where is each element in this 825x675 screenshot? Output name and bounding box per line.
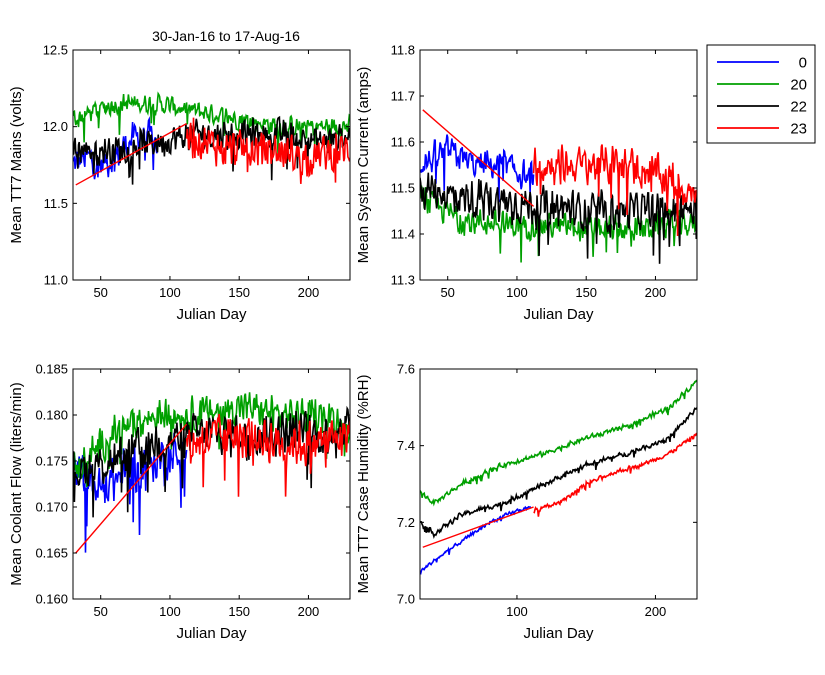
x-axis-label: Julian Day <box>176 625 247 642</box>
trend-line <box>422 506 534 548</box>
x-tick-label: 50 <box>440 285 454 300</box>
y-tick-label: 0.185 <box>35 362 68 377</box>
y-tick-label: 11.5 <box>391 181 415 196</box>
x-tick-label: 100 <box>506 604 528 619</box>
x-tick-label: 200 <box>645 285 667 300</box>
x-tick-label: 200 <box>298 604 320 619</box>
x-tick-label: 200 <box>298 285 320 300</box>
y-tick-label: 0.165 <box>35 546 68 561</box>
chart-panels: 50 100 150 200 11.0 11.5 12.0 12.5 Julian Day Mea… <box>8 43 698 642</box>
legend-entry-0: 0 <box>717 55 807 72</box>
chart-case-humidity: 100 200 7.0 7.2 7.4 7.6 Julian Day Mean TT7 Cas… <box>355 362 698 642</box>
series-line-23 <box>185 117 350 184</box>
x-tick-label: 150 <box>575 285 597 300</box>
series-line-20 <box>73 91 350 161</box>
series-line-22 <box>420 172 697 264</box>
x-tick-label: 50 <box>93 604 107 619</box>
legend: 0 20 22 23 <box>706 44 816 144</box>
chart-system-current: 50 100 150 200 11.3 11.4 11.5 11.6 11.7 11.8 Julia… <box>355 43 698 323</box>
legend-entry-23: 23 <box>717 121 807 138</box>
x-axis-label: Julian Day <box>523 306 594 323</box>
axes-frame <box>419 368 698 600</box>
x-tick-label: 200 <box>645 604 667 619</box>
plot-area <box>73 392 350 554</box>
y-tick-label: 11.4 <box>391 227 415 242</box>
figure-title: 30-Jan-16 to 17-Aug-16 <box>152 28 300 44</box>
axes-frame <box>419 49 698 281</box>
trend-line <box>75 122 187 186</box>
x-axis-label: Julian Day <box>523 625 594 642</box>
y-axis-label: Mean TT7 Mains (volts) <box>8 86 25 243</box>
y-tick-label: 11.5 <box>44 196 68 211</box>
axes-frame <box>72 368 351 600</box>
trend-line <box>75 423 188 554</box>
series-line-22 <box>73 115 350 185</box>
series-line-0 <box>420 505 532 575</box>
legend-entry-22: 22 <box>717 99 807 116</box>
series-line-23 <box>533 432 697 517</box>
y-axis-label: Mean System Current (amps) <box>355 67 372 264</box>
y-tick-label: 7.4 <box>397 438 415 453</box>
x-tick-label: 150 <box>228 285 250 300</box>
x-tick-label: 100 <box>506 285 528 300</box>
series-line-23 <box>185 413 350 497</box>
x-tick-label: 150 <box>228 604 250 619</box>
chart-coolant-flow: 50 100 150 200 0.160 0.165 0.170 0.175 0.180 0.18… <box>8 362 351 642</box>
series-line-20 <box>420 379 697 507</box>
plot-area <box>420 379 697 575</box>
x-tick-label: 100 <box>159 285 181 300</box>
legend-label: 0 <box>799 55 807 72</box>
y-axis-label: Mean TT7 Case Humidity (%RH) <box>355 375 372 594</box>
y-tick-label: 12.5 <box>43 43 68 58</box>
y-tick-label: 0.170 <box>35 500 68 515</box>
trend-line <box>422 109 535 207</box>
y-tick-label: 12.0 <box>43 119 68 134</box>
y-tick-label: 0.160 <box>35 592 68 607</box>
axes-frame <box>72 49 351 281</box>
plot-area <box>73 91 350 186</box>
legend-label: 20 <box>790 77 807 94</box>
y-tick-label: 11.8 <box>391 43 415 58</box>
plot-area <box>420 109 697 264</box>
series-line-22 <box>73 405 350 518</box>
y-tick-label: 11.7 <box>391 89 415 104</box>
y-tick-label: 7.2 <box>397 515 415 530</box>
series-line-0 <box>420 134 535 203</box>
x-axis-label: Julian Day <box>176 306 247 323</box>
legend-entry-20: 20 <box>717 77 807 94</box>
x-tick-label: 100 <box>159 604 181 619</box>
y-tick-label: 7.6 <box>397 362 415 377</box>
y-tick-label: 0.175 <box>35 454 68 469</box>
chart-tt7-mains: 50 100 150 200 11.0 11.5 12.0 12.5 Julian Day Mea… <box>8 43 351 323</box>
y-tick-label: 7.0 <box>397 592 415 607</box>
x-tick-label: 50 <box>93 285 107 300</box>
legend-label: 23 <box>790 121 807 138</box>
y-axis-label: Mean Coolant Flow (liters/min) <box>8 382 25 585</box>
y-tick-label: 11.3 <box>391 273 415 288</box>
y-tick-label: 0.180 <box>35 408 68 423</box>
y-tick-label: 11.6 <box>391 135 415 150</box>
legend-label: 22 <box>790 99 807 116</box>
y-tick-label: 11.0 <box>44 273 68 288</box>
series-line-20 <box>73 392 350 488</box>
series-line-22 <box>420 407 697 540</box>
series-line-23 <box>532 144 697 237</box>
